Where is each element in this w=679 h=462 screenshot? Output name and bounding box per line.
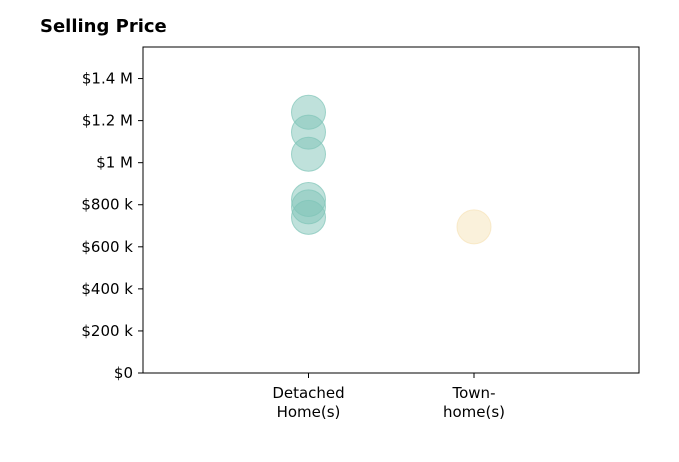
data-point xyxy=(291,199,326,235)
y-tick-label: $1.2 M xyxy=(82,112,133,130)
y-axis: $0 $200 k $400 k $600 k $800 k $1 M $1.2 M $1.4… xyxy=(81,70,143,382)
x-tick-label: Detached xyxy=(272,384,344,402)
y-tick-label: $800 k xyxy=(81,196,133,214)
chart-title: Selling Price xyxy=(40,16,167,37)
data-point xyxy=(456,209,492,245)
x-tick-label: home(s) xyxy=(443,403,505,421)
y-tick-label: $600 k xyxy=(81,238,133,256)
data-points xyxy=(291,94,492,245)
y-tick-label: $1.4 M xyxy=(82,70,133,88)
y-tick-label: $1 M xyxy=(96,154,133,172)
x-tick-label: Town- xyxy=(452,384,496,402)
y-tick-label: $200 k xyxy=(81,322,133,340)
y-tick-label: $0 xyxy=(114,364,133,382)
plot-frame xyxy=(142,46,640,374)
data-point xyxy=(291,136,326,172)
x-tick-label: Home(s) xyxy=(277,403,341,421)
y-tick-label: $400 k xyxy=(81,280,133,298)
